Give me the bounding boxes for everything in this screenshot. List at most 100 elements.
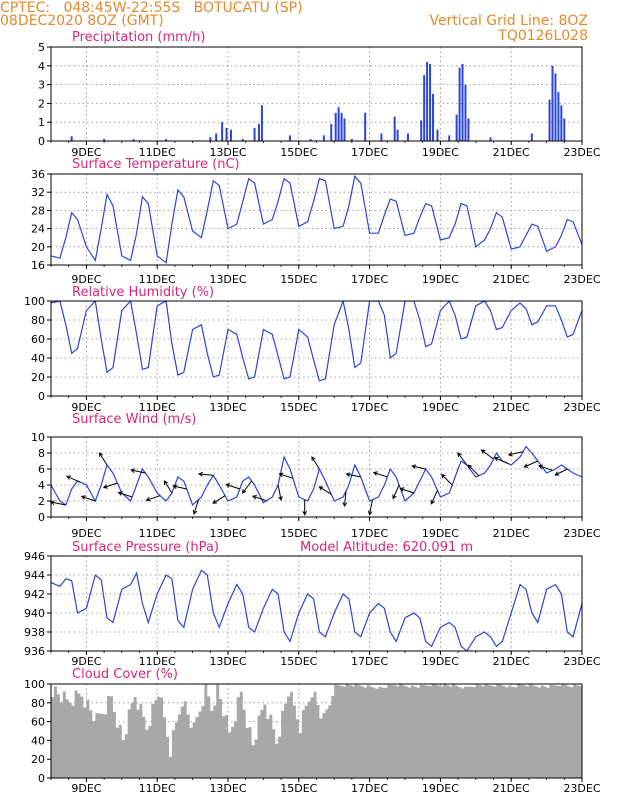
precip-bar (560, 105, 563, 141)
plot-area (70, 62, 566, 141)
precip-bar (420, 120, 423, 141)
precip-bar (221, 122, 224, 141)
x-tick-label: 19DEC (422, 273, 459, 286)
precip-bar (350, 139, 353, 141)
precip-bar (322, 135, 325, 141)
precip-bar (436, 129, 439, 141)
wind-vector (318, 486, 332, 495)
wind-vector (172, 484, 187, 490)
y-tick-label: 36 (31, 168, 45, 181)
x-tick-label: 23DEC (563, 782, 600, 795)
y-tick-label: 4 (38, 479, 45, 492)
x-tick-label: 21DEC (493, 273, 530, 286)
precip-bar (426, 62, 429, 141)
series-line (51, 174, 582, 264)
wind-vector (467, 464, 480, 477)
panel-3: Relative Humidity (%) 0 20 40 60 80 100 9DEC 11D… (24, 285, 601, 414)
panel-title: Surface Wind (m/s) (72, 412, 196, 427)
precip-bar (330, 124, 333, 141)
y-tick-label: 8 (38, 447, 45, 460)
precip-bar (209, 137, 212, 141)
x-tick-label: 15DEC (280, 401, 317, 414)
wind-vector (251, 495, 267, 502)
y-tick-label: 80 (31, 697, 45, 710)
x-tick-label: 9DEC (71, 401, 101, 414)
precip-bar (132, 139, 135, 141)
x-tick-label: 11DEC (139, 146, 176, 159)
precip-bar (448, 135, 451, 141)
wind-vector (66, 475, 81, 483)
precip-bar (548, 99, 551, 141)
x-tick-label: 21DEC (493, 401, 530, 414)
wind-vector (399, 487, 415, 494)
wind-vector (197, 471, 214, 477)
y-tick-label: 10 (31, 431, 45, 444)
x-tick-label: 17DEC (351, 782, 388, 795)
wind-vector (145, 495, 161, 502)
y-tick-label: 938 (24, 626, 45, 639)
x-tick-label: 11DEC (139, 401, 176, 414)
plot-frame (50, 683, 583, 779)
precip-bar (253, 127, 256, 141)
series-line (51, 301, 582, 382)
wind-vector (342, 490, 348, 508)
x-tick-label: 15DEC (280, 273, 317, 286)
x-tick-label: 13DEC (209, 527, 246, 540)
wind-vector (372, 471, 388, 478)
precip-bar (455, 114, 458, 141)
wind-vector (392, 484, 400, 500)
precip-bar (380, 133, 383, 141)
precip-bar (458, 67, 461, 141)
y-tick-label: 20 (31, 753, 45, 766)
precip-bar (309, 139, 312, 141)
y-tick-label: 2 (38, 97, 45, 110)
precip-bar (464, 84, 467, 141)
plot-area (51, 301, 582, 382)
x-tick-label: 17DEC (351, 527, 388, 540)
precip-bar (229, 129, 232, 141)
x-tick-label: 19DEC (422, 401, 459, 414)
y-tick-label: 942 (24, 588, 45, 601)
wind-vector (80, 495, 96, 502)
y-tick-label: 946 (24, 550, 45, 563)
wind-vector (523, 460, 539, 468)
precip-bar (288, 135, 291, 141)
precip-bar (489, 137, 492, 141)
wind-vector (225, 483, 240, 490)
x-tick-label: 19DEC (422, 146, 459, 159)
plot-area (51, 684, 582, 778)
series-line (51, 569, 582, 651)
y-tick-label: 0 (38, 135, 45, 148)
x-tick-label: 23DEC (563, 146, 600, 159)
x-tick-label: 17DEC (351, 401, 388, 414)
panel-title: Precipitation (mm/h) (72, 30, 205, 45)
panel-title: Relative Humidity (%) (72, 285, 214, 300)
y-tick-label: 100 (24, 295, 45, 308)
x-tick-label: 17DEC (351, 146, 388, 159)
panel-1: Precipitation (mm/h) 0 1 2 3 4 5 9DEC 11DEC 13DEC… (38, 30, 601, 159)
precip-bar (551, 65, 554, 141)
y-tick-label: 6 (38, 463, 45, 476)
x-tick-label: 21DEC (493, 782, 530, 795)
precip-bar (340, 112, 343, 141)
header-grid-line: Vertical Grid Line: 8OZ (429, 13, 588, 29)
x-tick-label: 9DEC (71, 527, 101, 540)
precip-bar (215, 133, 218, 141)
wind-vector (430, 490, 438, 505)
precip-bar (225, 127, 228, 141)
wind-vector (493, 456, 509, 465)
plot-area (51, 569, 582, 651)
precip-bar (423, 75, 426, 141)
y-tick-label: 2 (38, 495, 45, 508)
wind-vector (440, 473, 453, 486)
y-tick-label: 100 (24, 678, 45, 691)
wind-vector (278, 472, 294, 479)
x-tick-label: 11DEC (139, 655, 176, 668)
x-tick-label: 9DEC (71, 655, 101, 668)
header-location: CPTEC: 048:45W-22:55S BOTUCATU (SP) (0, 0, 303, 16)
x-tick-label: 19DEC (422, 527, 459, 540)
panel-annotation: Model Altitude: 620.091 m (300, 540, 473, 555)
precip-bar (241, 139, 244, 141)
x-tick-label: 17DEC (351, 273, 388, 286)
x-tick-label: 11DEC (139, 273, 176, 286)
